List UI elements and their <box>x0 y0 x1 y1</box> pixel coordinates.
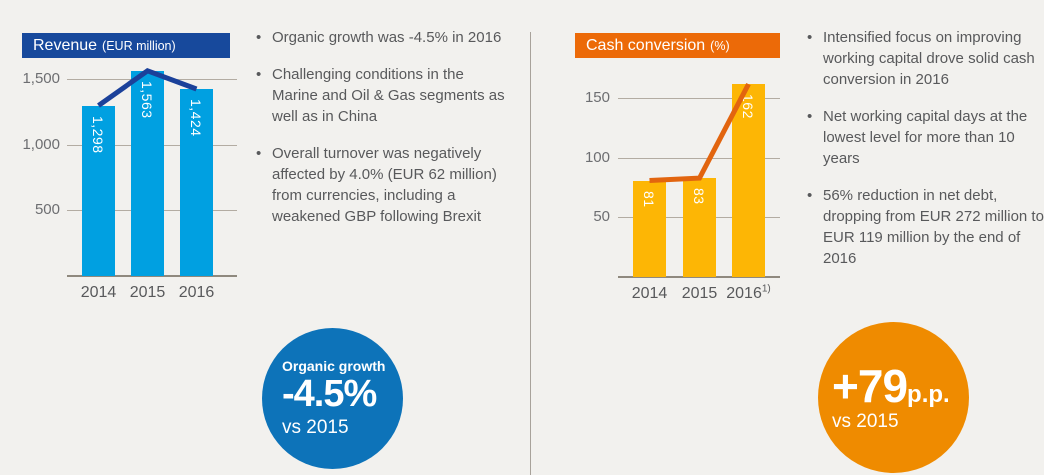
x-category-label: 20161) <box>726 283 771 302</box>
badge-label: Organic growth <box>282 358 386 374</box>
bar-value-label: 1,298 <box>89 115 106 154</box>
y-tick-label: 150 <box>584 89 610 107</box>
data-bar <box>82 105 115 276</box>
footnote-marker: 1) <box>761 283 771 295</box>
organic-growth-badge: Organic growth -4.5% vs 2015 <box>262 328 403 469</box>
revenue-title-text: Revenue <box>33 36 98 54</box>
x-axis-line <box>618 276 780 278</box>
bar-value-label: 162 <box>739 94 756 119</box>
bar-value-label: 1,424 <box>187 99 204 137</box>
x-category-label: 2014 <box>631 285 668 302</box>
bar-value-label: 1,563 <box>138 80 155 119</box>
revenue-chart-title: Revenue (EUR million) <box>22 33 230 58</box>
bullet-item: 56% reduction in net debt, dropping from… <box>801 185 1044 269</box>
bullet-item: Organic growth was -4.5% in 2016 <box>250 27 506 48</box>
badge-comparison: vs 2015 <box>282 416 349 438</box>
cash-conversion-bar-chart: 50 100 150 81 2014 83 2015 162 20161) <box>575 65 790 310</box>
bullet-item: Overall turnover was negatively affected… <box>250 143 506 227</box>
y-tick-label: 100 <box>584 148 610 166</box>
badge-value-unit: p.p. <box>907 381 950 408</box>
x-category-label: 2016 <box>178 284 215 301</box>
section-divider <box>530 32 531 475</box>
badge-value: +79 <box>832 360 908 412</box>
bullet-item: Intensified focus on improving working c… <box>801 27 1044 90</box>
data-bar <box>180 89 213 276</box>
bar-value-label: 83 <box>690 188 707 205</box>
x-category-label: 2015 <box>129 284 166 301</box>
cash-conversion-chart-title: Cash conversion (%) <box>575 33 780 58</box>
bar-value-label: 81 <box>640 190 657 208</box>
y-tick-label: 1,500 <box>22 70 60 87</box>
badge-value-row: +79p.p. <box>832 363 969 409</box>
data-bar <box>633 180 666 277</box>
cash-bullet-list: Intensified focus on improving working c… <box>801 27 1044 285</box>
cash-title-text: Cash conversion <box>586 36 706 54</box>
revenue-title-unit: (EUR million) <box>102 38 176 53</box>
x-category-label: 2015 <box>681 285 718 302</box>
bullet-item: Net working capital days at the lowest l… <box>801 106 1044 169</box>
y-tick-label: 50 <box>593 208 610 226</box>
revenue-bullet-list: Organic growth was -4.5% in 2016 Challen… <box>250 27 506 243</box>
y-tick-label: 500 <box>34 201 60 219</box>
x-axis-line <box>67 275 237 277</box>
badge-comparison: vs 2015 <box>832 411 899 432</box>
data-bar <box>683 178 716 277</box>
x-category-label: 2014 <box>80 284 117 301</box>
badge-value: -4.5% <box>282 373 377 415</box>
cash-title-unit: (%) <box>710 38 730 53</box>
revenue-bar-chart: 500 1,000 1,500 1,298 2014 1,563 2015 1,424 2016 <box>22 65 237 310</box>
bullet-item: Challenging conditions in the Marine and… <box>250 64 506 127</box>
y-tick-label: 1,000 <box>22 135 60 153</box>
cash-conversion-badge: +79p.p. vs 2015 <box>818 322 969 473</box>
